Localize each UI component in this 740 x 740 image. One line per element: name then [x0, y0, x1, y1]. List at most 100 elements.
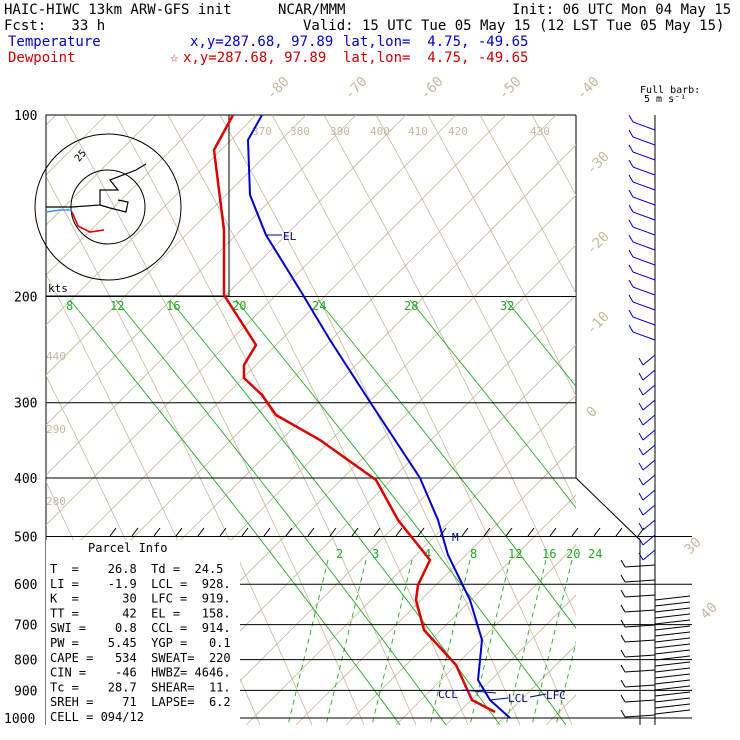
hodograph-ring-label: 25: [73, 148, 89, 164]
dry-adiabat: [479, 115, 576, 295]
pressure-label: 200: [14, 291, 37, 306]
wind-barb: [642, 519, 656, 531]
temperature-xy: x,y=287.68, 97.89: [190, 34, 334, 50]
isotherm-label: -30: [584, 149, 613, 178]
lfc-label: LFC: [546, 689, 566, 702]
wind-barb: [642, 369, 656, 381]
dry-adiabat: [636, 115, 740, 725]
mixing-ratio-label: 16: [542, 547, 556, 561]
parcel-info-box: Parcel Info T = 26.8 Td = 24.5LI = -1.9 …: [46, 540, 240, 725]
wind-barb: [642, 504, 656, 516]
barb-key-line1: Full barb:: [640, 85, 701, 96]
dewpoint-marker-icon: ☆: [170, 50, 179, 66]
theta-label: 390: [330, 125, 350, 138]
isotherm-label: 40: [698, 600, 721, 623]
wind-barb: [624, 624, 656, 628]
mixing-ratio-label: 24: [312, 299, 326, 313]
wind-barb: [642, 549, 656, 561]
pressure-label: 100: [14, 109, 37, 124]
wind-barb: [624, 684, 656, 688]
dry-adiabat: [375, 115, 576, 504]
mixing-ratio-line: [531, 559, 573, 725]
forecast-hour: Fcst: 33 h: [4, 18, 106, 34]
dry-adiabat: [271, 115, 573, 725]
pressure-label: 400: [14, 472, 37, 487]
mixing-ratio-label: 8: [470, 547, 477, 561]
theta-label: 280: [46, 495, 66, 508]
dry-adiabat: [427, 115, 576, 397]
valid-time: Valid: 15 UTC Tue 05 May 15 (12 LST Tue …: [303, 18, 725, 34]
mixing-ratio-label: 8: [66, 299, 73, 313]
theta-label: 410: [408, 125, 428, 138]
mixing-ratio-label: 16: [166, 299, 180, 313]
wind-barb: [632, 211, 656, 221]
wind-barb: [632, 301, 656, 311]
pressure-label: 600: [14, 578, 37, 593]
dewpoint-xy: x,y=287.68, 97.89: [183, 50, 327, 66]
dry-adiabat: [63, 115, 365, 725]
mixing-ratio-label: 20: [232, 299, 246, 313]
wind-barb: [642, 399, 656, 411]
mixing-ratio-line: [287, 559, 329, 725]
parcel-row: CIN = -46 HWBZ= 4646.: [50, 666, 231, 680]
moist-adiabat: [505, 299, 576, 388]
isotherm: [145, 294, 576, 725]
wind-barb: [632, 181, 656, 191]
isotherm-label: -80: [264, 74, 293, 103]
wind-barb: [632, 196, 656, 206]
isotherm: [46, 115, 307, 376]
moist-adiabat: [115, 299, 447, 725]
pressure-label: 700: [14, 619, 37, 634]
isotherm-label: -60: [418, 74, 447, 103]
theta-label: 370: [252, 125, 272, 138]
wind-barb: [642, 459, 656, 471]
wind-barb: [632, 121, 656, 131]
wind-barb: [632, 151, 656, 161]
mixing-ratio-label: 32: [500, 299, 514, 313]
wind-barb: [642, 384, 656, 396]
wind-barb: [632, 286, 656, 296]
pressure-label: 500: [14, 530, 37, 545]
dewpoint-legend: Dewpoint: [8, 50, 76, 66]
wind-barb: [642, 534, 656, 546]
pressure-label: 900: [14, 684, 37, 699]
model-title: HAIC-HIWC 13km ARW-GFS init: [4, 2, 232, 18]
isotherm-label: -70: [342, 74, 371, 103]
wind-barb: [624, 669, 656, 673]
isotherm-labels: -80 -70 -60 -50 -40 -30 -20 -10 0 30 40: [264, 74, 721, 623]
isotherm: [46, 115, 507, 576]
theta-label: 380: [290, 125, 310, 138]
parcel-row: Tc = 28.7 SHEAR= 11.: [50, 680, 231, 694]
temperature-legend: Temperature: [8, 34, 101, 50]
isotherm: [646, 115, 740, 725]
parcel-row: CELL = 094/12: [50, 710, 144, 724]
isotherm-label: -40: [574, 74, 603, 103]
mixing-ratio-label: 4: [424, 547, 431, 561]
moist-adiabat: [409, 299, 576, 509]
moist-adiabat: [69, 299, 401, 725]
ccl-label: CCL: [438, 688, 458, 701]
mixing-ratio-label: 3: [372, 547, 379, 561]
dry-adiabat: [688, 115, 740, 725]
kts-label: kts: [48, 282, 68, 295]
freezing-level-hatch: [109, 527, 645, 537]
parcel-row: T = 26.8 Td = 24.5: [50, 562, 223, 576]
isotherm: [46, 115, 207, 276]
isotherm: [596, 115, 740, 725]
mixing-ratio-line: [325, 559, 367, 725]
isotherm: [295, 444, 576, 725]
mixing-ratio-label: 2: [336, 547, 343, 561]
m-label: M: [452, 531, 459, 544]
barb-key-line2: 5 m s⁻¹: [644, 94, 687, 105]
isotherm: [395, 544, 576, 725]
dry-adiabat: [46, 175, 313, 725]
wind-barb: [642, 489, 656, 501]
wind-barb: [632, 166, 656, 176]
dewpoint-latlon: lat,lon= 4.75, -49.65: [343, 50, 529, 66]
wind-barb: [624, 714, 656, 718]
parcel-row: SREH = 71 LAPSE= 6.2: [50, 695, 231, 709]
theta-label: 400: [370, 125, 390, 138]
wind-barb: [642, 414, 656, 426]
mixing-ratio-line: [371, 559, 413, 725]
mixing-ratio-label: 12: [110, 299, 124, 313]
